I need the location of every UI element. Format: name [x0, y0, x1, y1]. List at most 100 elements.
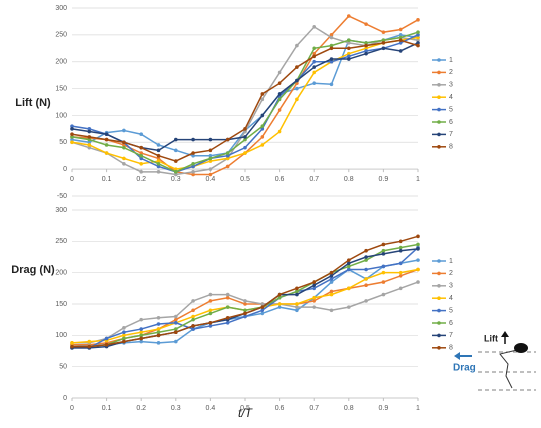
- point: [156, 143, 161, 147]
- point: [191, 327, 195, 331]
- point: [295, 65, 299, 69]
- point: [87, 127, 92, 131]
- point: [243, 299, 247, 303]
- point: [381, 252, 386, 256]
- legend-label: 3: [449, 283, 453, 290]
- point: [381, 248, 386, 253]
- x-tick-label: 0.7: [309, 405, 319, 412]
- legend-marker: [437, 83, 441, 87]
- point: [122, 156, 126, 161]
- legend-label: 2: [449, 270, 453, 277]
- point: [416, 43, 420, 48]
- point: [156, 170, 161, 174]
- annotation: Lift: [484, 333, 498, 343]
- point: [398, 270, 403, 275]
- point: [347, 14, 351, 18]
- point: [70, 132, 74, 137]
- point: [156, 315, 161, 320]
- point: [312, 51, 317, 56]
- point: [364, 43, 368, 48]
- point: [70, 124, 74, 128]
- point: [295, 78, 299, 83]
- y-tick-label: 150: [55, 301, 67, 308]
- legend-marker: [437, 271, 441, 276]
- x-tick-label: 0.3: [171, 176, 181, 183]
- point: [260, 143, 265, 147]
- point: [208, 299, 213, 303]
- point: [122, 339, 126, 344]
- point: [87, 339, 92, 344]
- legend-marker: [437, 259, 441, 263]
- point: [174, 172, 178, 177]
- point: [122, 336, 126, 341]
- y-tick-label: 0: [63, 166, 67, 173]
- point: [312, 54, 317, 59]
- point: [329, 277, 334, 281]
- series-line: [71, 15, 419, 176]
- legend-label: 7: [449, 332, 453, 339]
- point: [416, 234, 420, 239]
- point: [347, 258, 351, 262]
- point: [347, 264, 351, 269]
- point: [122, 326, 126, 330]
- point: [87, 344, 92, 349]
- y-tick-label: 50: [59, 364, 67, 371]
- point: [225, 321, 230, 325]
- point: [347, 57, 351, 61]
- point: [139, 330, 143, 335]
- point: [225, 151, 230, 155]
- point: [329, 59, 334, 64]
- x-tick-label: 0.6: [275, 405, 285, 412]
- x-tick-label: 0.9: [379, 176, 389, 183]
- x-tick-label: 1: [416, 176, 420, 183]
- point: [139, 151, 143, 155]
- point: [312, 283, 317, 288]
- point: [174, 167, 178, 171]
- point: [416, 242, 420, 247]
- point: [312, 280, 317, 284]
- point: [398, 286, 403, 291]
- point: [122, 145, 126, 150]
- point: [191, 151, 195, 155]
- point: [260, 302, 265, 306]
- point: [156, 148, 161, 153]
- point: [329, 270, 334, 275]
- point: [70, 135, 74, 139]
- legend-marker: [437, 296, 441, 301]
- legend-marker: [437, 95, 441, 99]
- point: [70, 341, 74, 345]
- point: [174, 330, 178, 335]
- point: [295, 86, 299, 91]
- legend-label: 4: [449, 295, 453, 302]
- point: [156, 161, 161, 166]
- y-tick-label: 250: [55, 32, 67, 39]
- point: [277, 295, 282, 300]
- point: [122, 330, 126, 335]
- point: [87, 143, 92, 147]
- point: [329, 289, 334, 294]
- point: [104, 143, 109, 147]
- y-tick-label: 250: [55, 238, 67, 245]
- point: [208, 292, 213, 297]
- y-tick-label: 300: [55, 5, 67, 12]
- point: [225, 305, 230, 309]
- point: [277, 129, 282, 134]
- point: [398, 38, 403, 43]
- x-tick-label: 0.3: [171, 405, 181, 412]
- point: [295, 286, 299, 291]
- x-tick-label: 0.5: [240, 176, 250, 183]
- point: [156, 341, 161, 345]
- point: [364, 299, 368, 303]
- point: [174, 314, 178, 319]
- legend-marker: [437, 120, 441, 124]
- point: [312, 81, 317, 85]
- y-tick-label: 0: [63, 395, 67, 402]
- legend-label: 5: [449, 307, 453, 314]
- point: [312, 70, 317, 75]
- legend-label: 8: [449, 345, 453, 352]
- point: [243, 308, 247, 313]
- x-tick-label: 0.6: [275, 176, 285, 183]
- point: [329, 274, 334, 278]
- legend-label: 7: [449, 131, 453, 138]
- point: [87, 137, 92, 142]
